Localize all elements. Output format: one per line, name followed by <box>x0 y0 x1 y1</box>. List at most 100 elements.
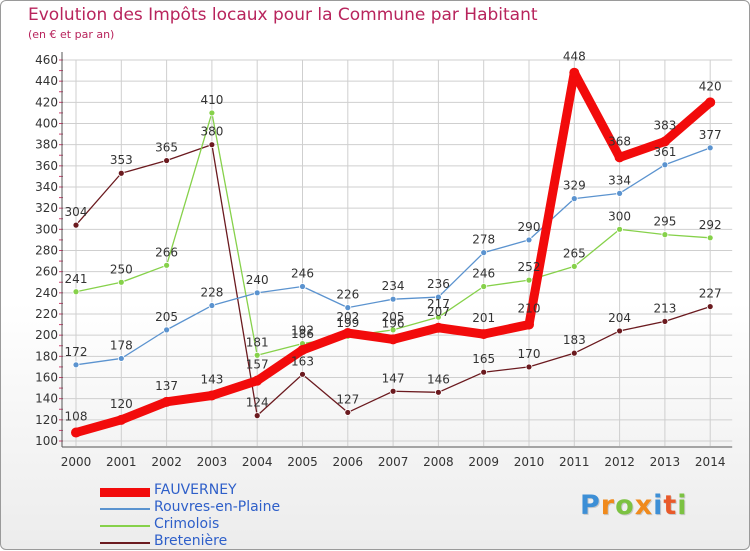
data-point <box>344 409 352 416</box>
data-point <box>253 351 261 359</box>
y-tick-label: 380 <box>35 138 58 152</box>
data-point <box>614 152 625 163</box>
data-label: 127 <box>336 392 359 406</box>
data-point <box>478 329 489 340</box>
data-label: 207 <box>427 305 450 319</box>
data-point <box>299 283 306 290</box>
legend-swatch <box>100 508 150 510</box>
data-label: 178 <box>110 338 133 352</box>
data-point <box>389 387 397 395</box>
axes: 100 120 140 160 180 200 220 240 260 280 300 320 340 3… <box>35 52 733 469</box>
data-point <box>659 136 670 147</box>
data-label: 240 <box>246 273 269 287</box>
data-label: 227 <box>699 287 722 301</box>
y-tick-label: 140 <box>35 392 58 406</box>
data-label: 383 <box>653 118 676 132</box>
data-label: 380 <box>200 125 223 139</box>
x-tick-label: 2001 <box>106 455 137 469</box>
x-tick-label: 2010 <box>514 455 545 469</box>
x-tick-label: 2008 <box>423 455 454 469</box>
data-label: 246 <box>472 266 495 280</box>
data-point <box>569 67 580 78</box>
legend-swatch <box>100 542 150 544</box>
data-point <box>570 262 578 270</box>
legend-swatch <box>100 487 150 497</box>
legend-label: FAUVERNEY <box>154 482 237 498</box>
data-point <box>570 349 578 357</box>
legend-swatch <box>100 525 150 527</box>
x-tick-label: 2000 <box>61 455 92 469</box>
data-point <box>72 221 80 229</box>
data-label: 290 <box>518 220 541 234</box>
data-point <box>661 318 669 325</box>
chart-subtitle: (en € et par an) <box>28 28 115 41</box>
legend-item: Crimolois <box>100 516 360 534</box>
proxiti-logo: Proxiti <box>580 490 688 521</box>
data-label: 329 <box>563 179 586 193</box>
data-label: 181 <box>246 335 269 349</box>
data-label: 163 <box>291 354 314 368</box>
data-label: 295 <box>653 215 676 229</box>
y-tick-label: 220 <box>35 307 58 321</box>
data-label: 241 <box>65 272 88 286</box>
x-tick-label: 2012 <box>604 455 635 469</box>
data-point <box>480 368 488 376</box>
data-point <box>661 231 669 239</box>
data-label: 196 <box>382 316 405 330</box>
y-tick-label: 440 <box>35 74 58 88</box>
data-label: 252 <box>518 260 541 274</box>
data-label: 210 <box>518 302 541 316</box>
data-label: 353 <box>110 153 133 167</box>
series-lines <box>71 67 716 438</box>
y-tick-label: 280 <box>35 244 58 258</box>
logo-letter: o <box>615 490 635 521</box>
data-label: 217 <box>427 297 450 311</box>
logo-letter: i <box>677 490 688 521</box>
logo-letter: t <box>663 490 678 521</box>
data-point <box>480 249 488 257</box>
data-label: 368 <box>608 134 631 148</box>
legend-item: Rouvres-en-Plaine <box>100 499 360 517</box>
x-tick-label: 2009 <box>468 455 499 469</box>
data-point <box>434 388 442 396</box>
data-point <box>706 234 714 242</box>
data-point <box>117 278 125 286</box>
legend-label: Bretenière <box>154 533 228 549</box>
legend-label: Crimolois <box>154 516 220 532</box>
data-label: 365 <box>155 141 178 155</box>
y-tick-label: 240 <box>35 286 58 300</box>
data-label: 448 <box>563 50 586 64</box>
data-point <box>253 412 261 420</box>
data-point <box>616 327 623 335</box>
data-label: 201 <box>472 311 495 325</box>
data-point <box>616 225 623 233</box>
y-tick-label: 320 <box>35 201 58 215</box>
y-tick-label: 300 <box>35 222 58 236</box>
data-label: 246 <box>291 266 314 280</box>
y-tick-label: 180 <box>35 349 58 363</box>
data-point <box>206 390 217 401</box>
data-point <box>163 157 171 164</box>
x-tick-label: 2011 <box>559 455 590 469</box>
data-label: 250 <box>110 262 133 276</box>
data-point <box>208 109 216 117</box>
chart-title: Evolution des Impôts locaux pour la Comm… <box>28 5 538 25</box>
data-point <box>161 396 172 407</box>
data-point <box>71 427 81 438</box>
data-label: 236 <box>427 277 450 291</box>
data-label: 300 <box>608 209 631 223</box>
data-label: 292 <box>699 218 722 232</box>
data-point <box>117 355 125 362</box>
x-tick-label: 2014 <box>695 455 726 469</box>
data-point <box>570 195 578 203</box>
data-point <box>208 302 216 309</box>
data-label: 183 <box>563 333 586 347</box>
data-label: 147 <box>382 371 405 385</box>
data-point <box>525 276 533 284</box>
y-tick-label: 360 <box>35 159 58 173</box>
data-label: 172 <box>65 345 88 359</box>
data-point <box>297 344 308 355</box>
data-label: 186 <box>291 327 314 341</box>
data-label: 304 <box>65 205 88 219</box>
